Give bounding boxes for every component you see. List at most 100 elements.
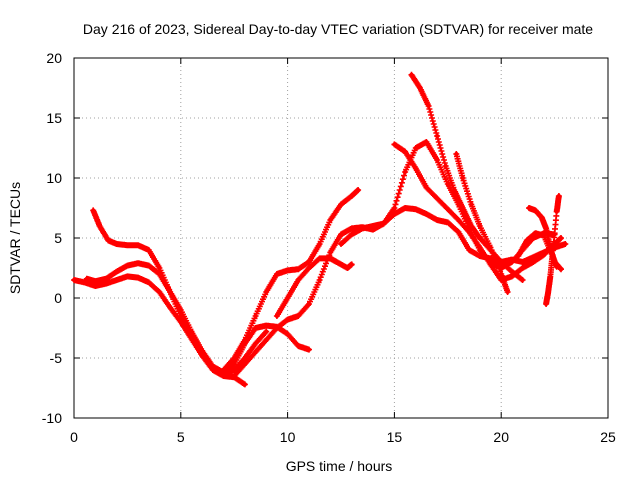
data-point — [91, 208, 96, 213]
data-point — [499, 259, 504, 265]
data-point — [445, 220, 450, 225]
data-point — [460, 205, 465, 211]
data-point — [466, 229, 472, 235]
data-point — [146, 247, 151, 253]
data-point — [167, 289, 173, 295]
y-axis-label: SDTVAR / TECUs — [7, 182, 23, 294]
data-point — [424, 139, 429, 145]
y-tick-label: -10 — [42, 410, 62, 426]
data-point — [370, 223, 376, 229]
data-point — [253, 313, 258, 319]
data-point — [413, 145, 418, 151]
data-point — [232, 361, 237, 367]
data-point — [392, 142, 397, 147]
data-point — [157, 265, 162, 271]
series-pass-4 — [220, 187, 362, 373]
data-point — [520, 265, 525, 271]
data-point — [424, 185, 429, 190]
data-point — [221, 367, 226, 373]
data-point — [296, 277, 301, 283]
data-point — [285, 331, 290, 337]
data-point — [114, 241, 119, 247]
data-point — [334, 259, 339, 265]
data-point — [452, 187, 457, 193]
data-point — [306, 301, 312, 307]
data-point — [253, 325, 258, 331]
y-tick-label: -5 — [50, 350, 63, 366]
data-point — [417, 85, 423, 91]
data-point — [509, 269, 515, 274]
y-tick-label: 10 — [46, 170, 62, 186]
chart-title: Day 216 of 2023, Sidereal Day-to-day VTE… — [83, 21, 593, 37]
grid — [74, 58, 608, 418]
axis-ticks — [73, 57, 609, 419]
y-tick-label: 5 — [54, 230, 62, 246]
data-point — [253, 341, 258, 346]
data-point — [114, 277, 119, 283]
data-point — [285, 317, 290, 322]
data-point — [563, 241, 568, 247]
series-pass-8 — [391, 141, 564, 283]
data-point — [392, 205, 397, 211]
data-point — [469, 202, 474, 207]
data-point — [199, 353, 205, 358]
data-point — [466, 247, 472, 253]
x-tick-label: 25 — [600, 429, 616, 445]
data-point — [434, 217, 440, 223]
data-point — [338, 202, 344, 207]
series-layer — [71, 71, 569, 388]
data-point — [242, 382, 248, 387]
data-point — [349, 193, 354, 199]
data-point — [499, 271, 504, 277]
data-point — [533, 231, 538, 236]
data-point — [413, 166, 418, 171]
data-point — [264, 337, 269, 343]
data-point — [157, 289, 162, 295]
data-point — [545, 289, 551, 295]
data-point — [402, 169, 408, 175]
data-point — [97, 223, 102, 229]
x-axis-label: GPS time / hours — [286, 458, 393, 474]
data-point — [426, 103, 431, 109]
data-point — [221, 373, 226, 379]
data-point — [526, 205, 532, 211]
data-point — [338, 232, 344, 237]
y-tick-label: 20 — [46, 50, 62, 66]
data-point — [135, 275, 141, 280]
data-point — [210, 367, 216, 373]
data-point — [424, 211, 429, 217]
data-point — [82, 280, 87, 285]
data-point — [554, 209, 559, 214]
series-pass-10 — [453, 151, 511, 295]
data-point — [189, 334, 194, 339]
data-point — [93, 279, 98, 284]
data-point — [505, 289, 510, 295]
data-point — [558, 267, 564, 272]
data-point — [242, 361, 248, 367]
data-point — [264, 289, 269, 295]
data-point — [355, 187, 361, 193]
data-point — [541, 252, 547, 257]
data-point — [264, 329, 269, 334]
data-point — [558, 235, 564, 241]
data-point — [524, 238, 530, 243]
data-point — [456, 229, 461, 235]
data-point — [285, 295, 290, 301]
data-point — [413, 207, 418, 212]
data-point — [349, 262, 354, 267]
data-point — [167, 305, 173, 310]
data-point — [296, 343, 301, 349]
data-point — [306, 347, 312, 352]
data-point — [105, 238, 111, 243]
data-point — [477, 223, 483, 229]
data-point — [103, 281, 109, 286]
data-point — [317, 241, 322, 247]
series-pass-6 — [273, 255, 355, 319]
y-tick-label: 15 — [46, 110, 62, 126]
data-point — [135, 261, 141, 266]
data-point — [434, 196, 440, 201]
data-point — [296, 313, 301, 319]
x-tick-label: 0 — [70, 429, 78, 445]
data-point — [125, 274, 130, 279]
data-point — [509, 259, 515, 265]
